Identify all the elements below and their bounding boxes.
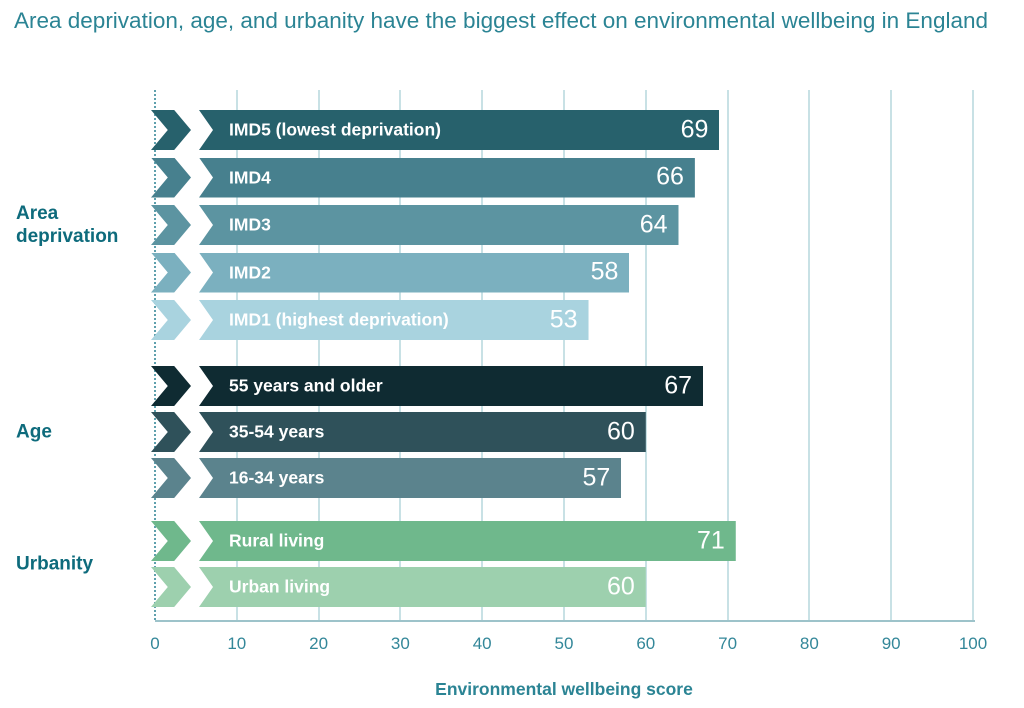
bar-row: IMD3 64 xyxy=(151,205,679,245)
bar xyxy=(199,412,646,452)
bar-value: 66 xyxy=(656,162,684,191)
gridline xyxy=(235,90,238,620)
bar-value: 58 xyxy=(590,257,619,286)
group-label: Age xyxy=(16,421,52,443)
bar-label: Rural living xyxy=(229,530,325,551)
chevron-arrow-icon xyxy=(151,300,191,340)
bar-row: IMD2 58 xyxy=(151,252,630,293)
gridline xyxy=(808,90,811,620)
gridline xyxy=(481,90,484,620)
x-tick-label: 60 xyxy=(636,634,656,653)
x-tick-label: 50 xyxy=(554,634,574,653)
gridline xyxy=(399,90,402,620)
x-tick-label: 20 xyxy=(309,634,329,653)
chevron-arrow-icon xyxy=(151,567,191,607)
bar-label: IMD3 xyxy=(229,214,271,235)
bar xyxy=(199,157,695,198)
bar-label: 55 years and older xyxy=(229,375,383,396)
bar xyxy=(199,567,646,607)
bar-value: 69 xyxy=(680,115,709,144)
group-label: Urbanity xyxy=(16,553,94,575)
x-tick-label: 40 xyxy=(472,634,492,653)
bar-row: IMD4 66 xyxy=(151,157,695,198)
bar xyxy=(199,366,704,406)
bar-value: 53 xyxy=(549,305,578,334)
bar-label: IMD2 xyxy=(229,262,271,282)
chart-title: Area deprivation, age, and urbanity have… xyxy=(14,8,988,33)
bar-row: Rural living 71 xyxy=(151,521,736,561)
x-axis-title: Environmental wellbeing score xyxy=(435,679,693,699)
y-axis-line xyxy=(154,90,156,620)
x-tick-label: 100 xyxy=(958,634,988,653)
bar-label: 35-54 years xyxy=(229,421,325,442)
bar-value: 71 xyxy=(696,526,725,555)
chevron-arrow-icon xyxy=(151,458,191,498)
bar-row: IMD5 (lowest deprivation) 69 xyxy=(151,110,720,150)
x-tick-label: 90 xyxy=(881,634,901,653)
x-tick-label: 30 xyxy=(390,634,410,653)
x-tick-label: 80 xyxy=(799,634,819,653)
gridline xyxy=(317,90,320,620)
bar-label: IMD1 (highest deprivation) xyxy=(229,309,449,330)
bar xyxy=(199,110,720,150)
bar xyxy=(199,205,679,245)
bar-label: IMD5 (lowest deprivation) xyxy=(229,119,441,140)
bar-value: 60 xyxy=(606,572,635,601)
x-tick-label: 10 xyxy=(227,634,247,653)
gridline xyxy=(972,90,974,620)
chevron-arrow-icon xyxy=(151,110,191,150)
bar-value: 67 xyxy=(664,371,693,400)
bar-label: 16-34 years xyxy=(229,467,325,488)
chevron-arrow-icon xyxy=(151,157,191,198)
bar-row: IMD1 (highest deprivation) 53 xyxy=(151,300,589,340)
bar-label: Urban living xyxy=(229,576,331,597)
bar-value: 64 xyxy=(639,210,668,239)
bar-row: 16-34 years 57 xyxy=(151,458,622,498)
gridline xyxy=(726,90,729,620)
gridline xyxy=(890,90,893,620)
chevron-arrow-icon xyxy=(151,252,191,293)
bar-row: 35-54 years 60 xyxy=(151,412,646,452)
bar xyxy=(199,300,589,340)
bar-value: 57 xyxy=(582,463,611,492)
bar xyxy=(199,521,736,561)
chevron-arrow-icon xyxy=(151,521,191,561)
bar xyxy=(199,252,630,293)
chevron-arrow-icon xyxy=(151,412,191,452)
bar-value: 60 xyxy=(606,417,635,446)
chevron-arrow-icon xyxy=(151,205,191,245)
gridline xyxy=(644,90,647,620)
bar-row: Urban living 60 xyxy=(151,567,646,607)
bar-label: IMD4 xyxy=(229,167,271,187)
x-tick-label: 70 xyxy=(718,634,738,653)
bar xyxy=(199,458,622,498)
bar-row: 55 years and older 67 xyxy=(151,366,704,406)
x-axis-line xyxy=(155,620,975,622)
x-tick-label: 0 xyxy=(150,634,160,653)
group-label: Area deprivation xyxy=(16,203,119,247)
chevron-arrow-icon xyxy=(151,366,191,406)
gridline xyxy=(563,90,565,620)
